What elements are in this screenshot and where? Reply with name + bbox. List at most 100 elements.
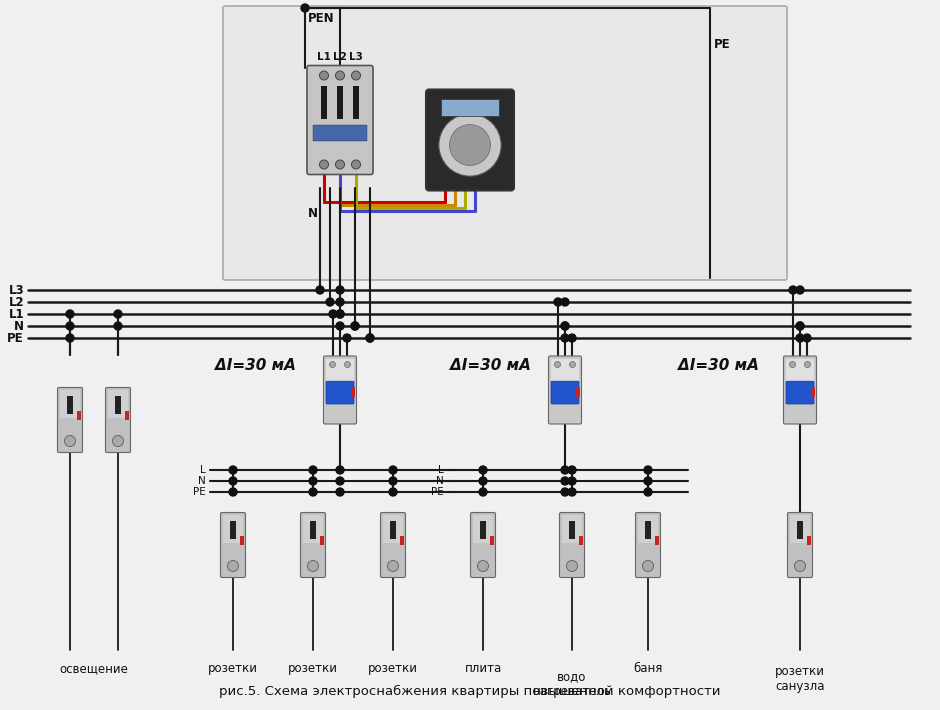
Circle shape bbox=[790, 361, 795, 368]
Bar bbox=[320, 536, 324, 545]
Bar bbox=[383, 515, 403, 543]
Circle shape bbox=[561, 477, 569, 485]
Circle shape bbox=[479, 477, 487, 485]
Circle shape bbox=[561, 322, 569, 330]
Circle shape bbox=[643, 560, 653, 572]
Circle shape bbox=[309, 488, 317, 496]
FancyBboxPatch shape bbox=[221, 513, 245, 577]
Bar bbox=[310, 521, 316, 539]
Text: розетки: розетки bbox=[208, 662, 258, 675]
Circle shape bbox=[789, 286, 797, 294]
Circle shape bbox=[307, 560, 319, 572]
FancyBboxPatch shape bbox=[301, 513, 325, 577]
Circle shape bbox=[336, 322, 344, 330]
Bar bbox=[490, 536, 494, 545]
Circle shape bbox=[389, 466, 397, 474]
Text: L2: L2 bbox=[333, 52, 347, 62]
Circle shape bbox=[796, 322, 804, 330]
Circle shape bbox=[555, 361, 560, 368]
FancyBboxPatch shape bbox=[784, 356, 817, 424]
Circle shape bbox=[309, 477, 317, 485]
Text: PEN: PEN bbox=[308, 12, 335, 25]
Circle shape bbox=[568, 334, 576, 342]
Bar bbox=[108, 390, 128, 418]
Bar bbox=[351, 387, 355, 396]
Text: N: N bbox=[198, 476, 206, 486]
Circle shape bbox=[229, 477, 237, 485]
Circle shape bbox=[568, 477, 576, 485]
Circle shape bbox=[366, 334, 374, 342]
FancyBboxPatch shape bbox=[471, 513, 495, 577]
Circle shape bbox=[803, 334, 811, 342]
Circle shape bbox=[336, 71, 344, 80]
Text: L3: L3 bbox=[8, 283, 24, 297]
Circle shape bbox=[479, 466, 487, 474]
Text: L3: L3 bbox=[349, 52, 363, 62]
Circle shape bbox=[554, 298, 562, 306]
Circle shape bbox=[326, 298, 334, 306]
Circle shape bbox=[336, 488, 344, 496]
Text: розетки
санузла: розетки санузла bbox=[775, 665, 825, 693]
Circle shape bbox=[320, 71, 328, 80]
Circle shape bbox=[66, 334, 74, 342]
Bar bbox=[125, 410, 129, 420]
Bar bbox=[60, 390, 80, 418]
Bar bbox=[67, 396, 73, 414]
Circle shape bbox=[330, 361, 336, 368]
Bar bbox=[480, 521, 486, 539]
Circle shape bbox=[352, 160, 361, 169]
Circle shape bbox=[329, 310, 337, 318]
Text: L: L bbox=[200, 465, 206, 475]
FancyBboxPatch shape bbox=[326, 381, 354, 404]
Bar bbox=[790, 515, 810, 543]
Text: PE: PE bbox=[431, 487, 444, 497]
Text: L1: L1 bbox=[317, 52, 331, 62]
Text: розетки: розетки bbox=[288, 662, 338, 675]
Bar bbox=[576, 387, 580, 396]
Circle shape bbox=[113, 435, 123, 447]
Bar bbox=[337, 85, 343, 119]
Bar bbox=[645, 521, 651, 539]
Bar bbox=[562, 515, 582, 543]
Circle shape bbox=[389, 477, 397, 485]
FancyBboxPatch shape bbox=[381, 513, 405, 577]
FancyBboxPatch shape bbox=[635, 513, 661, 577]
Bar bbox=[473, 515, 493, 543]
Text: водо
нагреватель: водо нагреватель bbox=[532, 670, 612, 698]
Circle shape bbox=[568, 488, 576, 496]
Circle shape bbox=[805, 361, 810, 368]
Bar bbox=[303, 515, 323, 543]
Circle shape bbox=[478, 560, 489, 572]
Bar bbox=[811, 387, 815, 396]
Bar bbox=[353, 85, 359, 119]
Circle shape bbox=[351, 322, 359, 330]
Text: PE: PE bbox=[194, 487, 206, 497]
Circle shape bbox=[336, 477, 344, 485]
Bar bbox=[230, 521, 236, 539]
Circle shape bbox=[301, 4, 309, 12]
Bar bbox=[655, 536, 659, 545]
Bar bbox=[240, 536, 244, 545]
Circle shape bbox=[796, 334, 804, 342]
Bar bbox=[797, 521, 803, 539]
Circle shape bbox=[644, 488, 652, 496]
Circle shape bbox=[336, 160, 344, 169]
FancyBboxPatch shape bbox=[426, 89, 514, 190]
Circle shape bbox=[387, 560, 399, 572]
Bar bbox=[786, 359, 814, 381]
FancyBboxPatch shape bbox=[323, 356, 356, 424]
Circle shape bbox=[336, 310, 344, 318]
Circle shape bbox=[229, 488, 237, 496]
Bar bbox=[223, 515, 243, 543]
Text: освещение: освещение bbox=[59, 662, 129, 675]
Circle shape bbox=[561, 488, 569, 496]
Text: рис.5. Схема электроснабжения квартиры повышенной комфортности: рис.5. Схема электроснабжения квартиры п… bbox=[219, 685, 721, 698]
Circle shape bbox=[336, 310, 344, 318]
Circle shape bbox=[561, 466, 569, 474]
Text: ΔI=30 мА: ΔI=30 мА bbox=[214, 358, 295, 373]
Circle shape bbox=[66, 310, 74, 318]
Circle shape bbox=[439, 114, 501, 176]
Circle shape bbox=[66, 322, 74, 330]
FancyBboxPatch shape bbox=[105, 388, 131, 452]
Bar bbox=[390, 521, 396, 539]
